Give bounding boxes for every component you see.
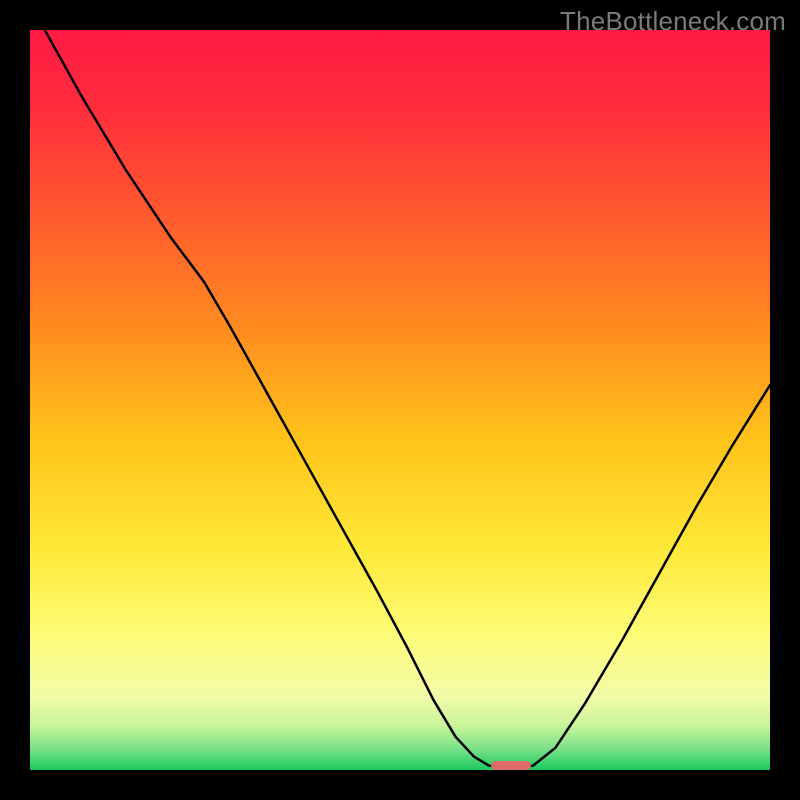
plot-svg: [30, 30, 770, 770]
chart-frame: TheBottleneck.com: [0, 0, 800, 800]
optimal-point-marker: [491, 761, 532, 771]
watermark-text: TheBottleneck.com: [560, 6, 786, 37]
gradient-background: [30, 30, 770, 770]
plot-area: [30, 30, 770, 770]
